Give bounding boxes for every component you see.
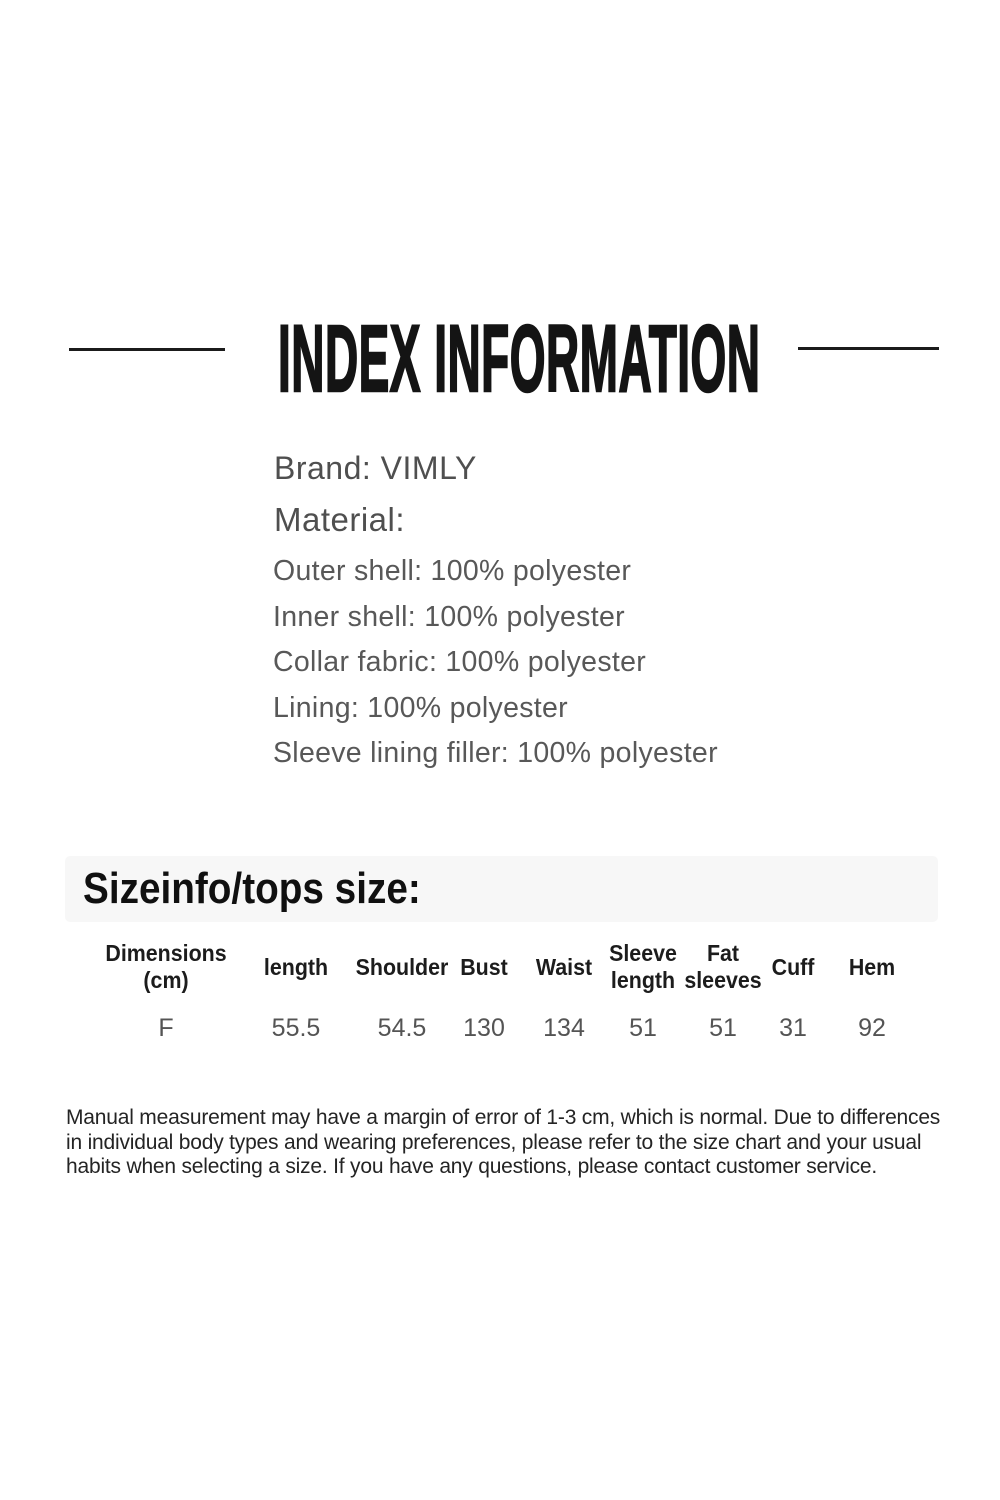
- size-section-heading: Sizeinfo/tops size:: [83, 864, 421, 913]
- size-table-cell-bust: 130: [463, 1014, 505, 1042]
- brand-line: Brand: VIMLY: [274, 450, 477, 486]
- material-item-outer-shell: Outer shell: 100% polyester: [273, 555, 632, 587]
- size-section-heading-bar: Sizeinfo/tops size:: [65, 856, 938, 922]
- disclaimer-line-3: habits when selecting a size. If you hav…: [66, 1155, 877, 1178]
- size-table-cell-length: 55.5: [271, 1014, 321, 1042]
- size-table-cell-waist: 134: [543, 1014, 585, 1042]
- size-table-header-cuff: Cuff: [771, 953, 815, 980]
- size-table-header-hem: Hem: [848, 953, 896, 980]
- title-rule-left: [69, 348, 225, 352]
- material-label: Material:: [274, 501, 406, 538]
- size-table-header-length: length: [263, 953, 329, 980]
- material-item-inner-shell: Inner shell: 100% polyester: [273, 600, 625, 633]
- measurement-disclaimer: Manual measurement may have a margin of …: [66, 1106, 940, 1180]
- size-table-header-fat-sleeves: Fat sleeves: [684, 940, 762, 993]
- disclaimer-line-2: in individual body types and wearing pre…: [66, 1130, 922, 1154]
- size-table-header-waist: Waist: [535, 953, 593, 980]
- page-title: INDEX INFORMATION: [277, 306, 761, 412]
- material-list: Outer shell: 100% polyester Inner shell:…: [273, 549, 718, 777]
- size-table-header-dimensions: Dimensions (cm): [105, 940, 227, 993]
- size-table-cell-hem: 92: [858, 1014, 886, 1042]
- size-table-header-sleeve-length: Sleeve length: [609, 940, 677, 993]
- title-rule-right: [798, 347, 939, 351]
- size-table-cell-shoulder: 54.5: [377, 1014, 427, 1042]
- size-table-cell-fat-sleeves: 51: [709, 1014, 737, 1042]
- size-table-cell-sleeve-length: 51: [629, 1014, 657, 1042]
- material-item-lining: Lining: 100% polyester: [273, 691, 568, 724]
- disclaimer-line-1: Manual measurement may have a margin of …: [66, 1106, 941, 1129]
- size-table-cell-cuff: 31: [779, 1014, 807, 1042]
- size-table-header-bust: Bust: [460, 953, 508, 980]
- material-item-sleeve-lining-filler: Sleeve lining filler: 100% polyester: [273, 737, 718, 769]
- material-item-collar-fabric: Collar fabric: 100% polyester: [273, 646, 647, 678]
- size-table-header-shoulder: Shoulder: [355, 953, 449, 980]
- page-title-wrap: INDEX INFORMATION: [277, 310, 760, 408]
- size-table-cell-dimension-f: F: [158, 1014, 174, 1042]
